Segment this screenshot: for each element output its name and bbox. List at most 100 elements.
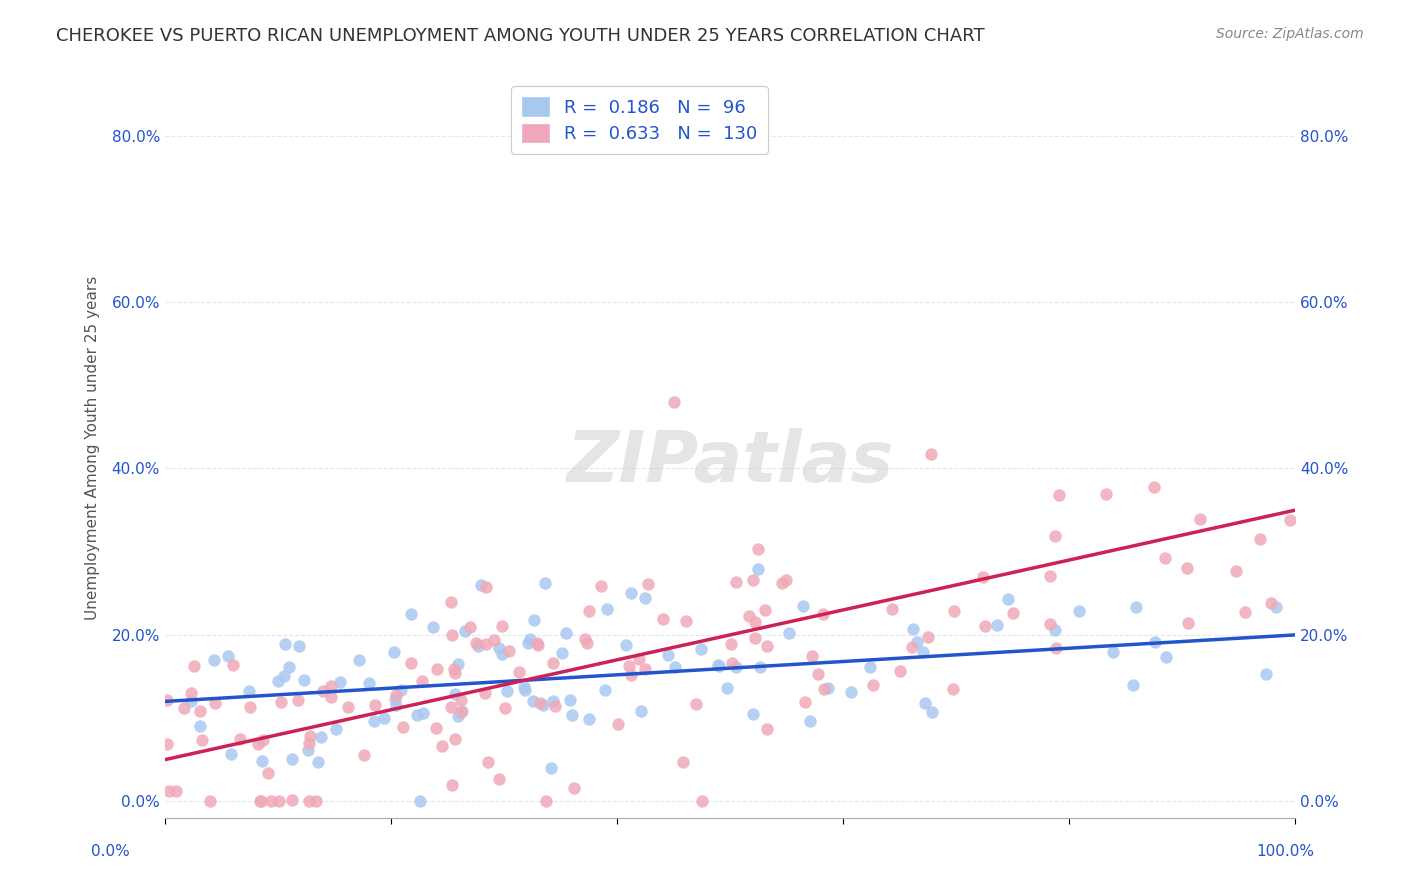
Point — [406, 708, 429, 723]
Point — [905, 635, 928, 649]
Point — [748, 660, 770, 674]
Point — [576, 636, 599, 650]
Point — [1225, 564, 1247, 578]
Point — [593, 682, 616, 697]
Point — [741, 706, 763, 721]
Point — [269, 794, 291, 808]
Point — [385, 688, 408, 702]
Point — [426, 662, 449, 676]
Point — [596, 602, 619, 616]
Point — [889, 665, 911, 679]
Point — [440, 595, 463, 609]
Point — [519, 632, 541, 646]
Point — [912, 645, 935, 659]
Point — [551, 646, 574, 660]
Point — [901, 622, 924, 636]
Point — [475, 580, 498, 594]
Point — [633, 591, 655, 606]
Point — [188, 704, 211, 718]
Point — [312, 684, 335, 698]
Point — [541, 694, 564, 708]
Point — [544, 698, 567, 713]
Point — [450, 705, 472, 719]
Point — [450, 705, 472, 719]
Point — [319, 679, 342, 693]
Point — [494, 700, 516, 714]
Point — [799, 714, 821, 728]
Point — [1102, 644, 1125, 658]
Point — [747, 562, 769, 576]
Text: ZIPatlas: ZIPatlas — [567, 428, 894, 497]
Point — [391, 720, 413, 734]
Point — [359, 676, 381, 690]
Point — [156, 693, 179, 707]
Point — [800, 649, 823, 664]
Point — [513, 680, 536, 694]
Point — [1067, 604, 1090, 618]
Point — [491, 619, 513, 633]
Point — [399, 657, 422, 671]
Point — [188, 719, 211, 733]
Point — [309, 730, 332, 744]
Point — [447, 709, 470, 723]
Point — [529, 696, 551, 710]
Point — [382, 645, 405, 659]
Point — [627, 651, 650, 665]
Point — [1260, 596, 1282, 610]
Point — [707, 658, 730, 673]
Point — [329, 675, 352, 690]
Point — [238, 684, 260, 698]
Point — [389, 683, 412, 698]
Point — [1047, 488, 1070, 502]
Point — [974, 619, 997, 633]
Point — [630, 704, 652, 718]
Point — [228, 731, 250, 746]
Point — [882, 601, 904, 615]
Point — [707, 658, 730, 673]
Point — [534, 576, 557, 591]
Point — [807, 667, 830, 681]
Point — [488, 772, 510, 787]
Point — [411, 673, 433, 688]
Point — [363, 714, 385, 729]
Point — [257, 765, 280, 780]
Point — [180, 686, 202, 700]
Point — [1144, 635, 1167, 649]
Point — [943, 604, 966, 618]
Point — [1154, 551, 1177, 566]
Point — [281, 752, 304, 766]
Point — [522, 613, 544, 627]
Point — [458, 619, 481, 633]
Point — [260, 794, 283, 808]
Point — [297, 743, 319, 757]
Point — [488, 640, 510, 655]
Point — [221, 657, 243, 672]
Point — [217, 648, 239, 663]
Point — [1095, 487, 1118, 501]
Point — [1249, 532, 1271, 546]
Point — [540, 761, 562, 775]
Point — [1045, 641, 1067, 656]
Point — [517, 636, 540, 650]
Point — [298, 794, 321, 808]
Point — [1122, 678, 1144, 692]
Point — [267, 673, 290, 688]
Point — [281, 793, 304, 807]
Point — [747, 542, 769, 557]
Text: 100.0%: 100.0% — [1257, 845, 1315, 859]
Point — [475, 637, 498, 651]
Point — [792, 599, 814, 613]
Point — [614, 639, 637, 653]
Point — [353, 748, 375, 763]
Point — [1154, 650, 1177, 665]
Point — [412, 706, 434, 721]
Point — [778, 626, 800, 640]
Point — [1043, 623, 1066, 637]
Point — [409, 794, 432, 808]
Point — [555, 626, 578, 640]
Point — [474, 686, 496, 700]
Point — [1265, 600, 1288, 615]
Point — [430, 739, 453, 753]
Point — [482, 632, 505, 647]
Point — [756, 639, 779, 653]
